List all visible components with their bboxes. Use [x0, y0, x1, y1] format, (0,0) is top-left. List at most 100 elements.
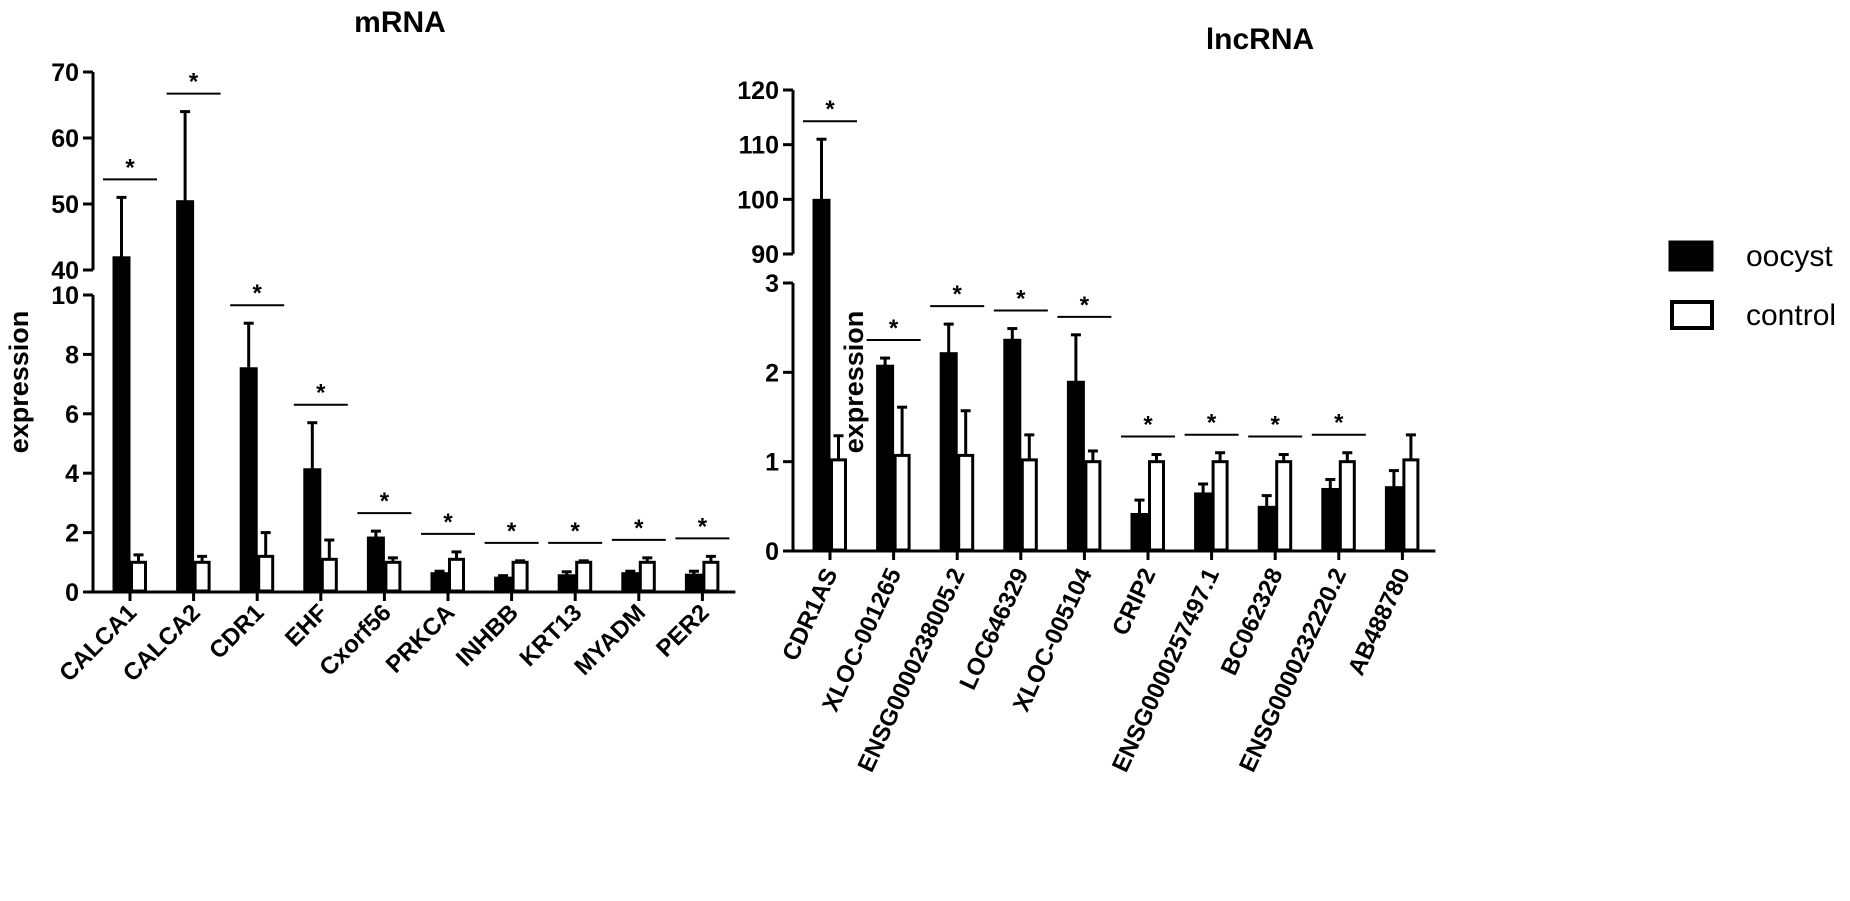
lncrna-bar-control	[1148, 460, 1165, 552]
lncrna-bar-oocyst	[1003, 338, 1022, 552]
lncrna-significance-marker: *	[953, 281, 963, 308]
lncrna-category-label: AB488780	[1343, 564, 1416, 679]
lncrna-y-tick-label: 1	[765, 449, 779, 477]
lncrna-bar-control	[1402, 458, 1420, 552]
mrna-bar-control	[448, 557, 465, 593]
lncrna-significance-marker: *	[1016, 286, 1026, 313]
mrna-y-tick-label: 2	[65, 520, 79, 548]
lncrna-chart-title: lncRNA	[1206, 23, 1314, 56]
mrna-y-tick-label: 4	[65, 460, 79, 488]
mrna-bar-control	[511, 560, 529, 593]
mrna-significance-marker: *	[443, 509, 453, 536]
lncrna-bar-control	[957, 453, 975, 552]
lncrna-category-label: BC062328	[1216, 564, 1289, 679]
lncrna-bar-oocyst	[1066, 380, 1085, 552]
lncrna-category-label: CDR1AS	[777, 564, 843, 665]
mrna-significance-marker: *	[698, 513, 708, 540]
mrna-category-label: PRKCA	[381, 599, 460, 678]
mrna-bar-oocyst	[494, 576, 513, 593]
lncrna-bar-oocyst	[1384, 486, 1403, 552]
lncrna-significance-marker: *	[1143, 412, 1153, 439]
mrna-category-label: MYADM	[569, 599, 651, 681]
mrna-chart: mRNA expression 024681040506070*CALCA1*C…	[4, 6, 736, 687]
mrna-significance-marker: *	[634, 515, 644, 542]
mrna-bar-oocyst	[112, 256, 131, 593]
mrna-category-label: INHBB	[451, 599, 524, 672]
lncrna-bar-oocyst	[1130, 512, 1149, 552]
lncrna-bar-control	[893, 453, 911, 552]
lncrna-y-tick-label: 2	[765, 359, 779, 387]
lncrna-category-label: CRIP2	[1107, 564, 1161, 639]
mrna-y-tick-label: 60	[51, 125, 79, 153]
mrna-y-tick-label: 8	[65, 341, 79, 369]
lncrna-bar-oocyst	[1257, 505, 1276, 552]
mrna-category-label: Cxorf56	[314, 599, 396, 681]
mrna-category-label: EHF	[280, 599, 333, 652]
mrna-significance-marker: *	[189, 69, 199, 96]
lncrna-y-tick-label: 90	[751, 241, 779, 269]
lncrna-significance-marker: *	[1271, 412, 1281, 439]
mrna-significance-marker: *	[571, 518, 581, 545]
mrna-bar-oocyst	[557, 574, 576, 593]
lncrna-bar-control	[1084, 460, 1102, 552]
mrna-chart-title: mRNA	[354, 6, 446, 39]
mrna-significance-marker: *	[253, 280, 263, 307]
mrna-bar-oocyst	[176, 200, 195, 593]
mrna-y-tick-label: 50	[51, 191, 79, 219]
lncrna-bar-control	[830, 458, 847, 552]
lncrna-bar-control	[1211, 460, 1229, 552]
lncrna-chart: lncRNA expression 0 1 2 390 100 110 120 * CDR1AS…	[737, 23, 1436, 776]
mrna-significance-marker: *	[125, 154, 135, 181]
mrna-y-tick-label: 70	[51, 59, 79, 87]
legend-label-control: control	[1746, 299, 1836, 332]
mrna-bar-oocyst	[303, 468, 322, 593]
mrna-bar-oocyst	[366, 536, 385, 593]
lncrna-y-tick-label: 0	[765, 538, 779, 566]
mrna-bar-control	[130, 560, 147, 593]
mrna-bar-oocyst	[430, 572, 449, 593]
mrna-bar-control	[320, 557, 338, 593]
lncrna-bar-control	[1020, 458, 1038, 552]
mrna-significance-marker: *	[316, 380, 326, 407]
lncrna-y-tick-label: 3	[765, 270, 779, 298]
lncrna-bar-oocyst	[1321, 487, 1340, 552]
mrna-bar-control	[575, 560, 593, 593]
legend: oocyst control	[1668, 240, 1836, 332]
mrna-y-tick-label: 40	[51, 257, 79, 285]
mrna-y-tick-label: 10	[51, 282, 79, 310]
mrna-y-tick-label: 6	[65, 401, 79, 429]
lncrna-significance-marker: *	[1334, 410, 1344, 437]
mrna-category-label: CDR1	[204, 599, 269, 664]
mrna-y-axis-label: expression	[4, 311, 34, 454]
mrna-bar-oocyst	[621, 572, 640, 593]
lncrna-bar-control	[1275, 460, 1293, 552]
mrna-bar-control	[257, 554, 275, 593]
lncrna-y-tick-label: 110	[739, 132, 779, 160]
mrna-significance-marker: *	[507, 518, 517, 545]
mrna-category-label: PER2	[651, 599, 714, 662]
lncrna-bar-oocyst	[1194, 492, 1213, 552]
lncrna-bar-oocyst	[812, 198, 831, 552]
mrna-bar-control	[193, 560, 211, 593]
legend-swatch-oocyst	[1668, 240, 1714, 272]
lncrna-bar-control	[1338, 460, 1356, 552]
lncrna-bar-oocyst	[876, 364, 895, 552]
lncrna-y-axis-label: expression	[839, 311, 869, 454]
lncrna-bar-oocyst	[939, 352, 958, 552]
mrna-y-tick-label: 0	[65, 579, 79, 607]
lncrna-significance-marker: *	[889, 315, 899, 342]
mrna-significance-marker: *	[380, 488, 390, 515]
mrna-bar-control	[638, 560, 656, 593]
legend-swatch-control	[1670, 300, 1714, 330]
lncrna-significance-marker: *	[825, 96, 835, 123]
legend-label-oocyst: oocyst	[1746, 240, 1833, 273]
mrna-bar-control	[702, 560, 720, 593]
lncrna-significance-marker: *	[1080, 292, 1090, 319]
mrna-bar-control	[384, 560, 402, 593]
lncrna-significance-marker: *	[1207, 410, 1217, 437]
lncrna-y-tick-label: 100	[737, 186, 779, 214]
mrna-bar-oocyst	[239, 367, 258, 593]
mrna-bar-oocyst	[684, 573, 703, 593]
lncrna-y-tick-label: 120	[737, 77, 779, 105]
